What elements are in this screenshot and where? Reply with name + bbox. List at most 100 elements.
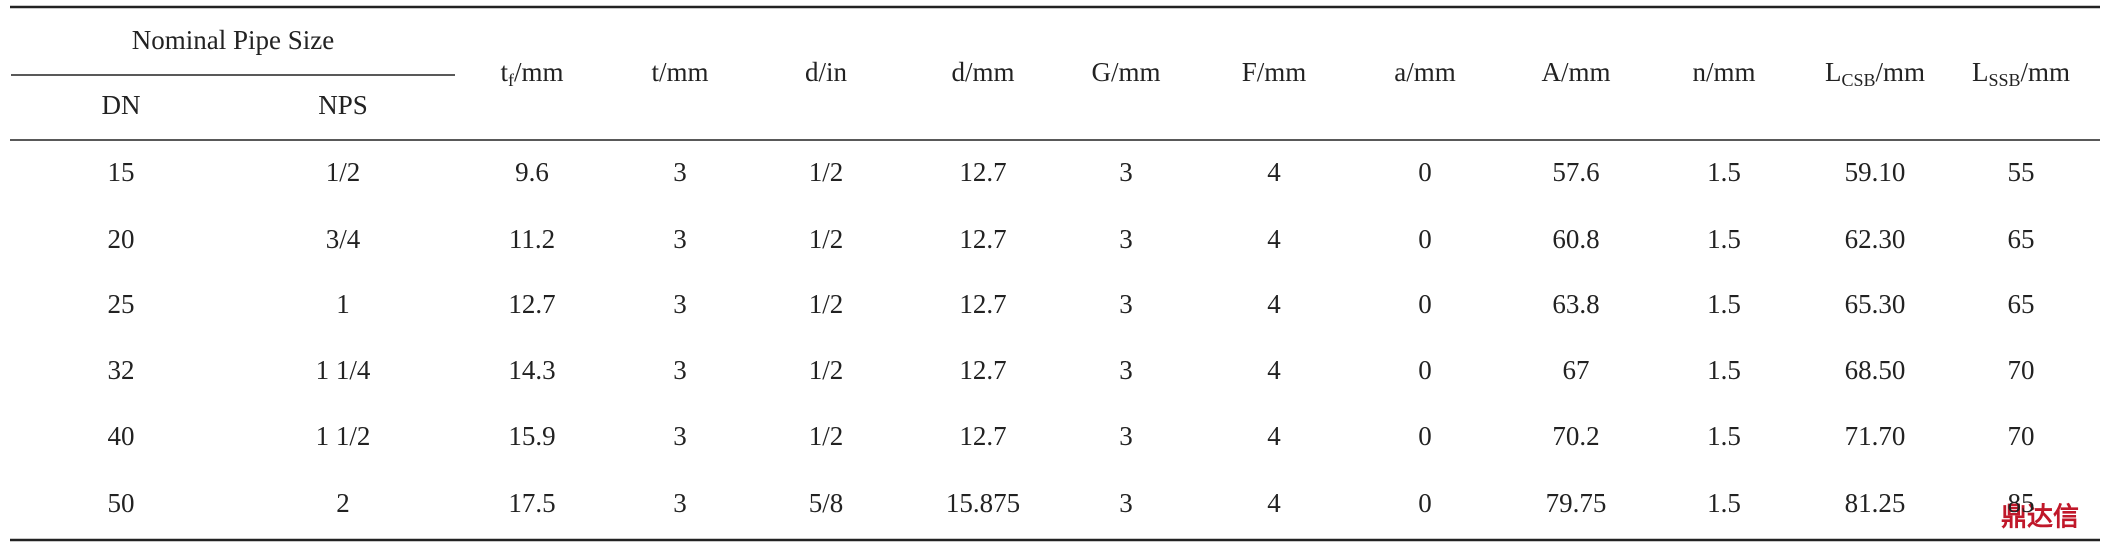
cell: 12.7 bbox=[959, 355, 1006, 385]
cell: 0 bbox=[1418, 224, 1432, 254]
header-text: n/mm bbox=[1692, 57, 1755, 87]
cell: 3 bbox=[1119, 289, 1133, 319]
cell: 3 bbox=[673, 157, 687, 187]
cell: 12.7 bbox=[959, 421, 1006, 451]
cell: 12.7 bbox=[959, 224, 1006, 254]
cell: 1/2 bbox=[809, 289, 844, 319]
cell: 12.7 bbox=[959, 157, 1006, 187]
cell: 1/2 bbox=[809, 421, 844, 451]
cell: 1/2 bbox=[809, 157, 844, 187]
column-header: t/mm bbox=[651, 57, 708, 87]
cell: 9.6 bbox=[515, 157, 549, 187]
cell: 20 bbox=[108, 224, 135, 254]
cell: 63.8 bbox=[1552, 289, 1599, 319]
header-subscript: SSB bbox=[1988, 70, 2020, 90]
cell: 4 bbox=[1267, 355, 1281, 385]
cell: 3 bbox=[673, 224, 687, 254]
cell: 3 bbox=[1119, 421, 1133, 451]
header-text: DN bbox=[102, 90, 141, 120]
cell: 2 bbox=[336, 488, 350, 518]
cell: 3 bbox=[1119, 355, 1133, 385]
cell: 0 bbox=[1418, 421, 1432, 451]
cell: 1/2 bbox=[809, 355, 844, 385]
column-header: DN bbox=[102, 90, 141, 120]
header-text: G/mm bbox=[1091, 57, 1160, 87]
cell: 15.875 bbox=[946, 488, 1020, 518]
cell: 14.3 bbox=[508, 355, 555, 385]
header-text: t/mm bbox=[651, 57, 708, 87]
column-header: F/mm bbox=[1242, 57, 1307, 87]
cell: 3 bbox=[673, 355, 687, 385]
cell: 70.2 bbox=[1552, 421, 1599, 451]
cell: 4 bbox=[1267, 289, 1281, 319]
header-text: L bbox=[1825, 57, 1842, 87]
cell: 32 bbox=[108, 355, 135, 385]
cell: 68.50 bbox=[1845, 355, 1906, 385]
cell: 71.70 bbox=[1845, 421, 1906, 451]
column-header: LCSB/mm bbox=[1825, 57, 1925, 90]
cell: 3 bbox=[673, 488, 687, 518]
cell: 25 bbox=[108, 289, 135, 319]
cell: 1 1/4 bbox=[316, 355, 371, 385]
cell: 4 bbox=[1267, 157, 1281, 187]
cell: 15 bbox=[108, 157, 135, 187]
cell: 3 bbox=[673, 289, 687, 319]
header-text: NPS bbox=[318, 90, 368, 120]
cell: 79.75 bbox=[1546, 488, 1607, 518]
column-header: d/in bbox=[805, 57, 848, 87]
header-subscript: f bbox=[508, 70, 514, 90]
cell: 60.8 bbox=[1552, 224, 1599, 254]
cell: 1.5 bbox=[1707, 289, 1741, 319]
cell: 4 bbox=[1267, 224, 1281, 254]
column-header: a/mm bbox=[1394, 57, 1456, 87]
cell: 0 bbox=[1418, 355, 1432, 385]
header-unit: /mm bbox=[1876, 57, 1926, 87]
cell: 0 bbox=[1418, 157, 1432, 187]
cell: 70 bbox=[2008, 421, 2035, 451]
cell: 3 bbox=[1119, 488, 1133, 518]
column-header: G/mm bbox=[1091, 57, 1160, 87]
header-text: d/mm bbox=[951, 57, 1014, 87]
cell: 55 bbox=[2008, 157, 2035, 187]
header-text: A/mm bbox=[1541, 57, 1610, 87]
column-header: tf/mm bbox=[500, 57, 563, 90]
cell: 1.5 bbox=[1707, 355, 1741, 385]
header-text: t bbox=[500, 57, 508, 87]
column-header: A/mm bbox=[1541, 57, 1610, 87]
cell: 1.5 bbox=[1707, 224, 1741, 254]
cell: 65.30 bbox=[1845, 289, 1906, 319]
cell: 3 bbox=[1119, 224, 1133, 254]
header-unit: /mm bbox=[514, 57, 564, 87]
watermark: 鼎达信 bbox=[2001, 503, 2079, 533]
cell: 5/8 bbox=[809, 488, 844, 518]
column-header: NPS bbox=[318, 90, 368, 120]
cell: 85 bbox=[2008, 488, 2035, 518]
cell: 62.30 bbox=[1845, 224, 1906, 254]
cell: 57.6 bbox=[1552, 157, 1599, 187]
cell: 1.5 bbox=[1707, 488, 1741, 518]
cell: 12.7 bbox=[508, 289, 555, 319]
header-subscript: CSB bbox=[1841, 70, 1875, 90]
cell: 1/2 bbox=[809, 224, 844, 254]
cell: 65 bbox=[2008, 289, 2035, 319]
cell: 1.5 bbox=[1707, 157, 1741, 187]
cell: 40 bbox=[108, 421, 135, 451]
cell: 12.7 bbox=[959, 289, 1006, 319]
cell: 1/2 bbox=[326, 157, 361, 187]
cell: 3/4 bbox=[326, 224, 361, 254]
cell: 0 bbox=[1418, 488, 1432, 518]
cell: 11.2 bbox=[509, 224, 555, 254]
cell: 4 bbox=[1267, 488, 1281, 518]
cell: 3 bbox=[1119, 157, 1133, 187]
cell: 17.5 bbox=[508, 488, 555, 518]
cell: 67 bbox=[1563, 355, 1590, 385]
cell: 65 bbox=[2008, 224, 2035, 254]
cell: 1 bbox=[336, 289, 350, 319]
header-text: d/in bbox=[805, 57, 848, 87]
cell: 3 bbox=[673, 421, 687, 451]
group-header: Nominal Pipe Size bbox=[132, 25, 334, 55]
header-unit: /mm bbox=[2021, 57, 2071, 87]
header-text: F/mm bbox=[1242, 57, 1307, 87]
cell: 1.5 bbox=[1707, 421, 1741, 451]
